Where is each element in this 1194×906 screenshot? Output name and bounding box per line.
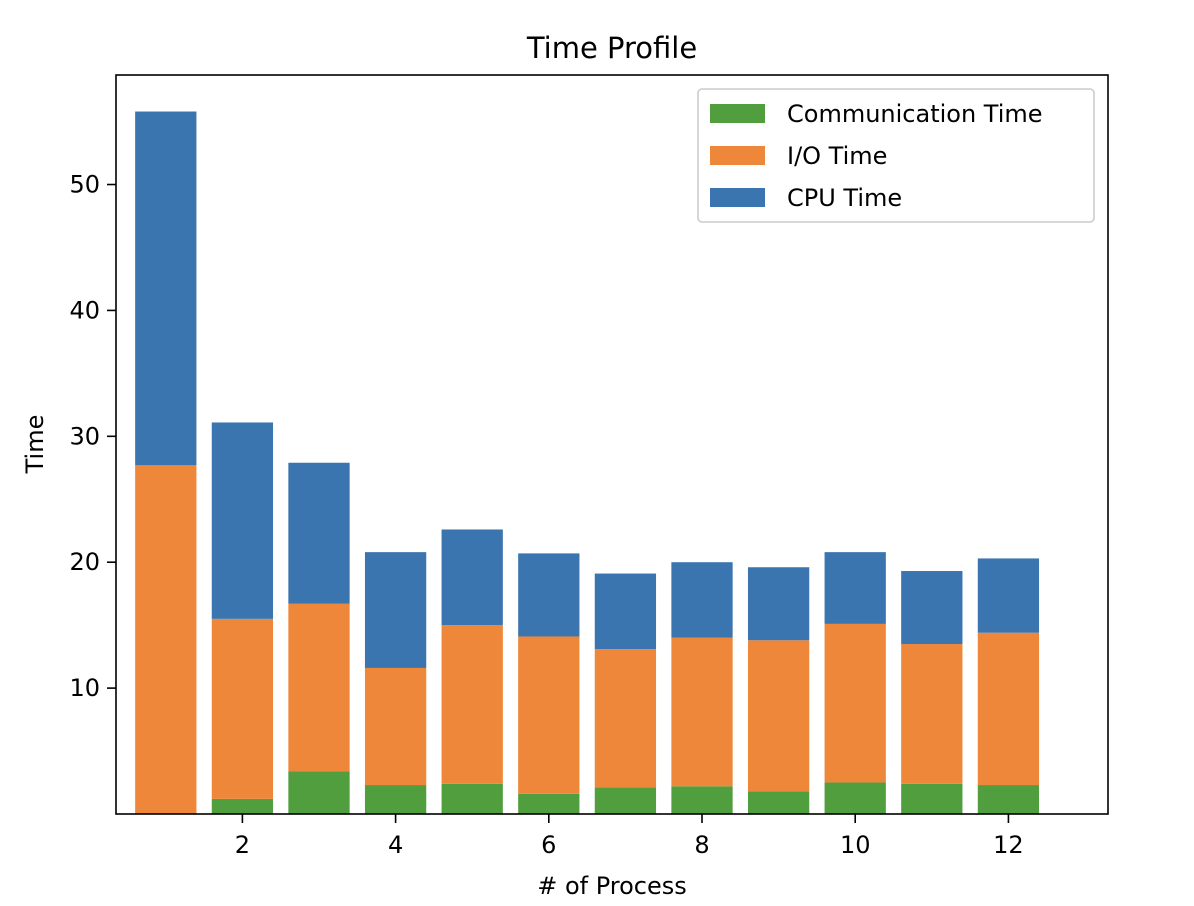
bar-communication-time-12: [977, 785, 1040, 814]
bar-i-o-time-12: [977, 632, 1040, 786]
bar-cpu-time-12: [977, 558, 1040, 633]
legend-swatch-cpu-time: [710, 188, 765, 207]
bar-i-o-time-10: [824, 623, 886, 783]
bar-i-o-time-6: [518, 636, 580, 794]
bar-i-o-time-1: [135, 465, 197, 814]
bar-i-o-time-5: [441, 625, 503, 784]
legend-label-cpu-time: CPU Time: [787, 184, 902, 212]
bar-cpu-time-8: [671, 562, 733, 638]
x-tick-label: 8: [694, 831, 709, 859]
chart-title: Time Profile: [526, 31, 697, 65]
bar-cpu-time-9: [747, 567, 810, 641]
bar-i-o-time-2: [211, 618, 274, 799]
y-tick-label: 40: [69, 296, 100, 324]
bar-i-o-time-3: [288, 603, 350, 772]
bar-i-o-time-11: [901, 644, 963, 784]
bar-cpu-time-10: [824, 552, 886, 624]
y-tick-label: 10: [69, 674, 100, 702]
bar-communication-time-6: [518, 793, 580, 814]
y-tick-label: 30: [69, 422, 100, 450]
bar-communication-time-11: [901, 783, 963, 814]
bar-cpu-time-3: [288, 462, 350, 604]
bars-group: [135, 111, 1040, 814]
y-axis: 10 20 30 40 50: [69, 171, 116, 702]
bar-communication-time-10: [824, 782, 886, 814]
bar-cpu-time-7: [594, 573, 657, 650]
x-axis: 2 4 6 8 10 12: [235, 814, 1024, 859]
legend-label-communication-time: Communication Time: [787, 100, 1043, 128]
bar-cpu-time-6: [518, 553, 580, 637]
x-tick-label: 6: [541, 831, 556, 859]
bar-i-o-time-9: [747, 640, 810, 792]
bar-communication-time-4: [364, 785, 427, 814]
bar-communication-time-3: [288, 771, 350, 814]
x-tick-label: 2: [235, 831, 250, 859]
x-tick-label: 12: [993, 831, 1024, 859]
legend-label-i-o-time: I/O Time: [787, 142, 887, 170]
y-tick-label: 20: [69, 548, 100, 576]
x-tick-label: 10: [840, 831, 871, 859]
x-tick-label: 4: [388, 831, 403, 859]
bar-i-o-time-7: [594, 649, 657, 788]
bar-cpu-time-5: [441, 529, 503, 626]
y-tick-label: 50: [69, 171, 100, 199]
bar-cpu-time-4: [364, 552, 427, 668]
bar-i-o-time-8: [671, 637, 733, 787]
x-axis-label: # of Process: [537, 872, 687, 900]
bar-communication-time-8: [671, 786, 733, 814]
bar-cpu-time-11: [901, 571, 963, 645]
bar-communication-time-7: [594, 787, 657, 814]
legend-box: [697, 88, 1095, 223]
bar-communication-time-9: [747, 791, 810, 814]
legend: Communication Time I/O Time CPU Time: [697, 88, 1095, 223]
bar-communication-time-2: [211, 798, 274, 814]
bar-communication-time-5: [441, 783, 503, 814]
bar-cpu-time-2: [211, 422, 274, 619]
legend-swatch-i-o-time: [710, 146, 765, 165]
bar-i-o-time-4: [364, 667, 427, 786]
bar-cpu-time-1: [135, 111, 197, 466]
y-axis-label: Time: [21, 415, 49, 475]
plot-frame: [115, 74, 1109, 815]
legend-swatch-communication-time: [710, 104, 765, 123]
